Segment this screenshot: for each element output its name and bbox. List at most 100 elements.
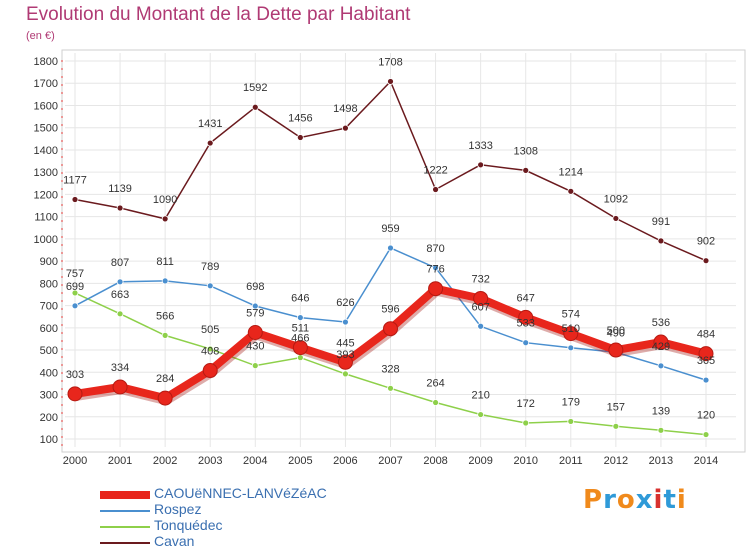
data-label: 328 bbox=[381, 363, 399, 375]
legend-swatch bbox=[100, 510, 150, 512]
data-label: 430 bbox=[246, 341, 264, 353]
data-label: 510 bbox=[562, 323, 580, 335]
data-label: 566 bbox=[156, 310, 174, 322]
data-label: 732 bbox=[471, 273, 489, 285]
data-point bbox=[477, 322, 485, 330]
data-point bbox=[251, 302, 259, 310]
plot-area bbox=[61, 49, 746, 453]
data-point bbox=[477, 161, 485, 169]
data-point bbox=[387, 384, 394, 392]
x-tick-label: 2006 bbox=[333, 455, 357, 467]
data-point bbox=[161, 277, 169, 285]
y-tick-label: 800 bbox=[40, 278, 58, 290]
y-tick-label: 300 bbox=[40, 390, 58, 402]
data-label: 393 bbox=[336, 349, 354, 361]
data-label: 1308 bbox=[513, 145, 537, 157]
data-point bbox=[612, 215, 620, 222]
data-point bbox=[612, 422, 620, 430]
data-point bbox=[206, 139, 214, 147]
data-point bbox=[116, 204, 124, 212]
data-point bbox=[657, 426, 665, 434]
data-label: 776 bbox=[426, 264, 444, 276]
data-label: 959 bbox=[381, 223, 399, 235]
legend-item: CAOUëNNEC-LANVéZéAC bbox=[100, 485, 420, 502]
chart-subtitle: (en €) bbox=[26, 30, 55, 42]
data-point bbox=[387, 78, 394, 85]
data-label: 902 bbox=[697, 236, 715, 248]
data-point bbox=[67, 386, 83, 402]
data-point bbox=[522, 339, 530, 347]
data-point bbox=[432, 399, 439, 406]
data-label: 365 bbox=[697, 355, 715, 367]
data-label: 607 bbox=[471, 301, 489, 313]
data-point bbox=[296, 354, 304, 362]
data-label: 466 bbox=[291, 333, 309, 345]
brand-logo: Proxiti bbox=[583, 485, 687, 515]
data-label: 698 bbox=[246, 281, 264, 293]
y-tick-label: 1400 bbox=[34, 145, 58, 157]
data-label: 807 bbox=[111, 257, 129, 269]
data-label: 1090 bbox=[153, 194, 177, 206]
data-point bbox=[116, 310, 124, 318]
legend-label: Rospez bbox=[154, 501, 202, 517]
data-point bbox=[71, 302, 79, 310]
data-label: 303 bbox=[66, 369, 84, 381]
x-tick-label: 2005 bbox=[288, 455, 312, 467]
data-point bbox=[522, 419, 530, 427]
data-point bbox=[296, 314, 304, 321]
data-label: 484 bbox=[697, 329, 715, 341]
data-label: 811 bbox=[156, 256, 174, 268]
y-tick-label: 1700 bbox=[34, 78, 58, 90]
data-point bbox=[563, 326, 579, 342]
y-tick-label: 700 bbox=[40, 301, 58, 313]
data-label: 505 bbox=[201, 324, 219, 336]
data-label: 500 bbox=[607, 325, 625, 337]
data-label: 210 bbox=[471, 390, 489, 402]
data-label: 120 bbox=[697, 410, 715, 422]
data-label: 579 bbox=[246, 307, 264, 319]
data-point bbox=[206, 345, 214, 353]
data-point bbox=[432, 264, 439, 272]
x-tick-label: 2000 bbox=[63, 455, 87, 467]
x-tick-label: 2009 bbox=[468, 455, 492, 467]
legend-label: Tonquédec bbox=[154, 517, 223, 533]
y-tick-label: 500 bbox=[40, 345, 58, 357]
y-tick-label: 1100 bbox=[34, 212, 58, 224]
data-label: 991 bbox=[652, 216, 670, 228]
y-tick-label: 1800 bbox=[34, 56, 58, 68]
data-label: 1222 bbox=[423, 165, 447, 177]
data-label: 1498 bbox=[333, 103, 357, 115]
data-label: 429 bbox=[652, 341, 670, 353]
y-tick-label: 900 bbox=[40, 256, 58, 268]
data-point bbox=[567, 344, 575, 352]
data-point bbox=[296, 134, 304, 141]
data-point bbox=[657, 362, 665, 370]
series-CAOUëNNEC-LANVéZéAC bbox=[67, 281, 714, 406]
data-point bbox=[71, 196, 79, 203]
x-tick-label: 2012 bbox=[604, 455, 628, 467]
data-point bbox=[251, 362, 259, 370]
x-tick-label: 2013 bbox=[649, 455, 673, 467]
data-label: 172 bbox=[517, 398, 535, 410]
series-Tonquédec bbox=[71, 289, 710, 438]
x-tick-label: 2007 bbox=[378, 455, 402, 467]
y-tick-label: 200 bbox=[40, 412, 58, 424]
data-label: 157 bbox=[607, 401, 625, 413]
data-label: 626 bbox=[336, 297, 354, 309]
data-point bbox=[292, 340, 308, 356]
data-label: 757 bbox=[66, 268, 84, 280]
data-label: 284 bbox=[156, 373, 174, 385]
data-point bbox=[387, 244, 394, 252]
series-Cavan bbox=[71, 78, 710, 265]
legend-label: Cavan bbox=[154, 533, 195, 549]
x-tick-label: 2002 bbox=[153, 455, 177, 467]
brand-letter: t bbox=[663, 485, 677, 515]
legend-swatch bbox=[100, 526, 150, 528]
x-tick-label: 2001 bbox=[108, 455, 132, 467]
grid bbox=[65, 53, 736, 447]
x-tick-label: 2011 bbox=[559, 455, 583, 467]
x-tick-label: 2010 bbox=[513, 455, 537, 467]
data-label: 1592 bbox=[243, 82, 267, 94]
x-tick-label: 2014 bbox=[694, 455, 718, 467]
data-label: 445 bbox=[336, 337, 354, 349]
